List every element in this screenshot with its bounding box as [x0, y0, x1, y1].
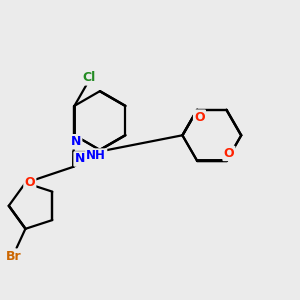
Text: O: O	[194, 111, 205, 124]
Text: N: N	[75, 152, 85, 165]
Text: NH: NH	[86, 149, 106, 163]
Text: Cl: Cl	[82, 71, 96, 84]
Text: Br: Br	[6, 250, 21, 263]
Text: N: N	[71, 135, 81, 148]
Text: O: O	[25, 176, 35, 189]
Text: O: O	[224, 147, 234, 160]
